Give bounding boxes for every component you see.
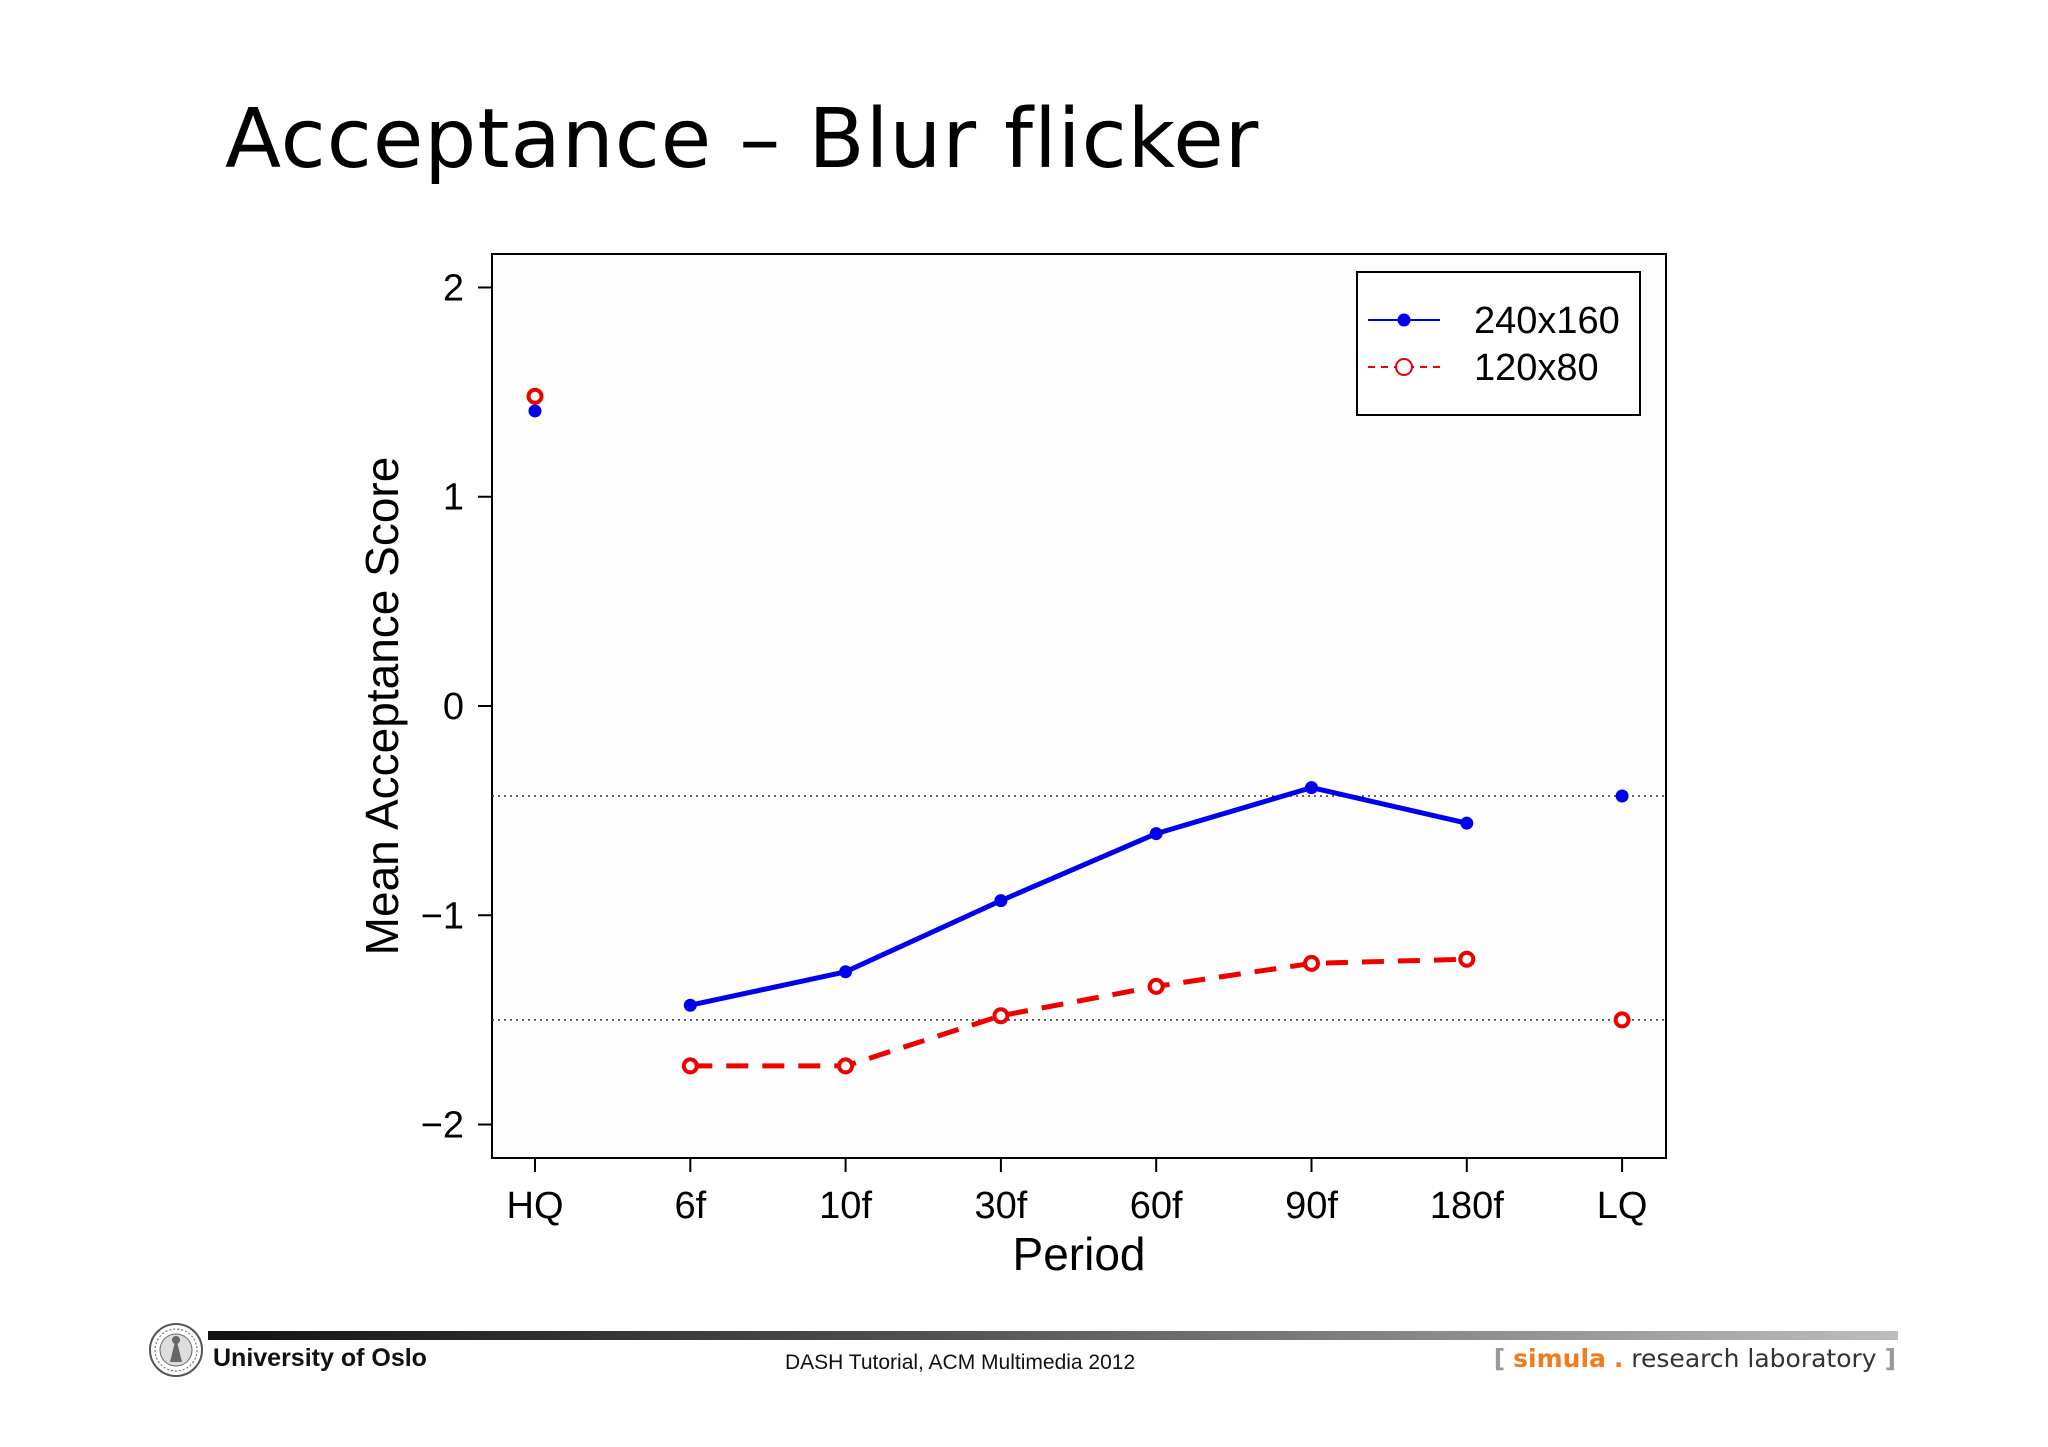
university-name: University of Oslo [213,1344,427,1372]
data-point [1458,950,1476,968]
data-point [994,894,1008,908]
legend-label: 120x80 [1474,347,1599,389]
data-point [1303,954,1320,972]
footer-event: DASH Tutorial, ACM Multimedia 2012 [785,1351,1136,1374]
data-point [528,404,542,418]
y-tick-label: −2 [421,1105,464,1147]
y-axis-label: Mean Acceptance Score [356,457,408,956]
data-point [526,387,544,405]
university-seal-icon [149,1323,203,1377]
data-point [1613,1011,1631,1029]
reference-lines [492,795,1666,1021]
logo-bracket-close: ] [1884,1344,1896,1373]
data-point [681,1057,699,1075]
data-point [1147,977,1165,995]
data-point [1149,827,1163,841]
y-tick-label: 0 [443,686,464,728]
series-line-120x80 [690,956,1467,1069]
data-point [839,965,853,979]
footer-bar [208,1331,1898,1340]
logo-bracket-open: [ [1493,1344,1506,1373]
data-point [837,1057,855,1075]
x-axis: HQ 6f 10f 30f 60f 90f 180f LQ [507,1158,1648,1227]
legend-marker [1397,313,1411,327]
legend-box [1356,271,1641,416]
x-tick-label: 30f [974,1185,1027,1227]
x-axis-label: Period [1013,1228,1146,1280]
y-tick-label: 1 [443,477,464,519]
y-tick-label: 2 [443,267,464,309]
x-tick-label: 180f [1430,1185,1504,1227]
series-240x160 [528,404,1629,1012]
series-120x80 [526,387,1631,1075]
data-point [1615,789,1629,803]
data-point [683,998,697,1012]
data-point [992,1007,1010,1025]
series-layer [526,387,1631,1075]
logo-research: research laboratory [1631,1344,1877,1373]
x-tick-label: 6f [674,1185,706,1227]
logo-simula: simula [1513,1344,1606,1373]
legend-marker [1395,358,1413,376]
logo-dot: . [1613,1344,1624,1373]
y-axis: 2 1 0 −1 −2 [421,267,492,1147]
slide-title: Acceptance – Blur flicker [225,92,1260,187]
legend-label: 240x160 [1474,300,1620,342]
simula-logo: [ simula . research laboratory ] [1494,1344,1896,1373]
data-point [1305,781,1318,795]
series-line-240x160 [689,785,1468,1008]
x-tick-label: LQ [1597,1185,1648,1227]
x-tick-label: 60f [1130,1185,1183,1227]
x-tick-label: HQ [507,1185,564,1227]
y-tick-label: −1 [421,895,464,937]
data-point [1460,816,1474,830]
x-tick-label: 10f [819,1185,872,1227]
legend: 240x160 120x80 [1356,271,1641,416]
x-tick-label: 90f [1285,1185,1338,1227]
